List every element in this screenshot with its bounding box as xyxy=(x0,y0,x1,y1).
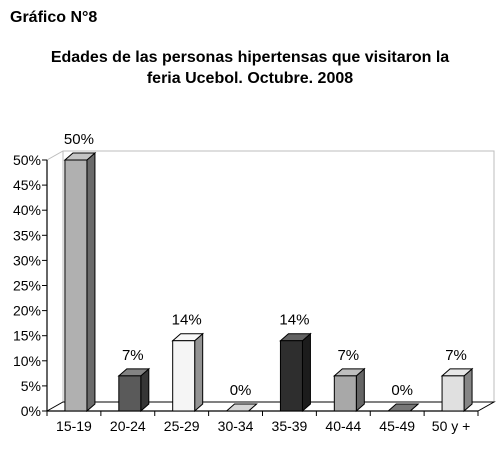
plot-back-wall xyxy=(46,150,495,411)
y-tick-label: 15% xyxy=(13,328,41,344)
y-tick-label: 40% xyxy=(13,202,41,218)
x-tick-label: 25-29 xyxy=(164,418,200,434)
y-tick-label: 5% xyxy=(21,378,41,394)
bar xyxy=(172,340,196,412)
bar-side xyxy=(301,332,311,413)
bar xyxy=(333,375,357,412)
data-label: 7% xyxy=(337,347,359,364)
data-label: 0% xyxy=(391,382,413,399)
figure-label: Gráfico N°8 xyxy=(10,9,98,26)
chart-title: Edades de las personas hipertensas que v… xyxy=(10,47,490,89)
x-tick-label: 45-49 xyxy=(379,418,415,434)
x-tick-label: 35-39 xyxy=(272,418,308,434)
y-tick-label: 35% xyxy=(13,227,41,243)
bar xyxy=(64,159,88,412)
bar xyxy=(441,375,465,412)
chart-title-line-2: feria Ucebol. Octubre. 2008 xyxy=(146,70,354,87)
x-tick-label: 50 y + xyxy=(432,418,471,434)
y-tick-label: 50% xyxy=(13,152,41,168)
data-label: 50% xyxy=(64,131,94,148)
data-label: 7% xyxy=(122,347,144,364)
bar-side xyxy=(86,151,96,413)
bar xyxy=(118,375,142,412)
chart-title-line-1: Edades de las personas hipertensas que v… xyxy=(50,49,450,66)
y-tick-label: 20% xyxy=(13,303,41,319)
data-label: 14% xyxy=(279,312,309,329)
bar-top xyxy=(225,403,258,412)
bar-top xyxy=(386,403,420,412)
x-tick-label: 30-34 xyxy=(218,418,254,434)
y-tick-label: 0% xyxy=(21,403,41,419)
data-label: 7% xyxy=(445,347,467,364)
x-tick-label: 15-19 xyxy=(56,418,92,434)
data-label: 0% xyxy=(230,382,252,399)
y-tick-label: 45% xyxy=(13,177,41,193)
bar xyxy=(279,340,303,412)
y-tick-label: 25% xyxy=(13,278,41,294)
x-tick-label: 40-44 xyxy=(325,418,361,434)
plot-floor xyxy=(45,401,496,412)
y-tick-label: 30% xyxy=(13,252,41,268)
x-tick-label: 20-24 xyxy=(110,418,146,434)
y-tick-label: 10% xyxy=(13,353,41,369)
bar-side xyxy=(194,332,204,413)
data-label: 14% xyxy=(172,312,202,329)
